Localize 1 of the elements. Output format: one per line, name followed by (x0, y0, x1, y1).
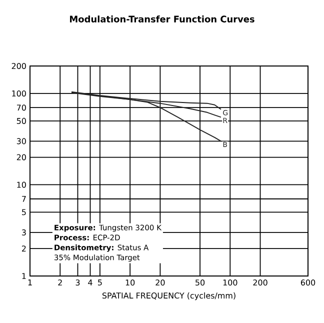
chart-title: Modulation-Transfer Function Curves (70, 16, 254, 22)
